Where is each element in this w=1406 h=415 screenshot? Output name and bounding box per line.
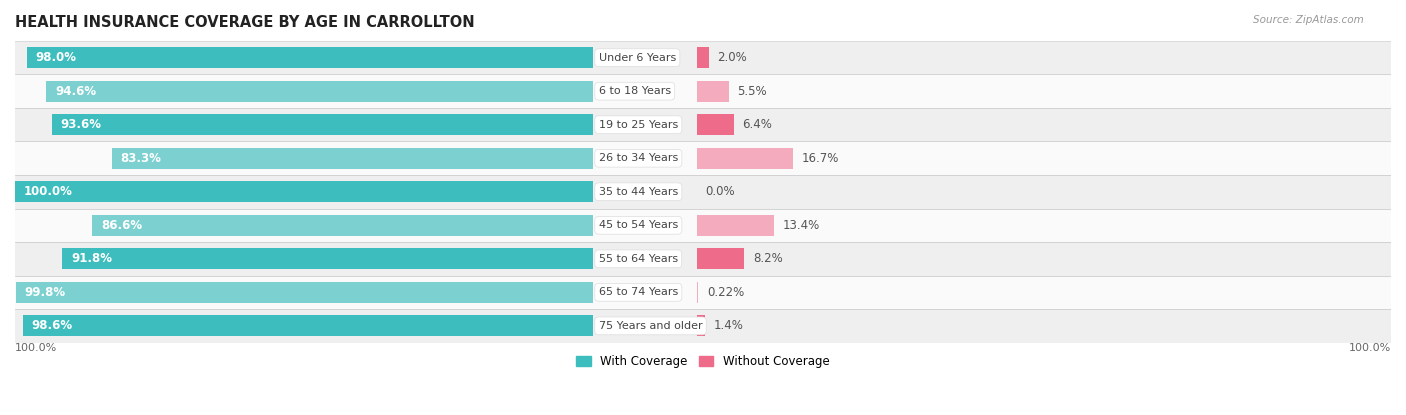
Bar [15,41,1391,74]
Text: 26 to 34 Years: 26 to 34 Years [599,153,678,163]
Text: 83.3%: 83.3% [120,152,162,165]
Text: 100.0%: 100.0% [1348,343,1391,353]
Text: 6 to 18 Years: 6 to 18 Years [599,86,671,96]
Bar [15,181,593,202]
Bar [697,215,775,236]
Bar [697,81,728,102]
Bar [62,249,593,269]
Text: 0.22%: 0.22% [707,286,744,299]
Text: 75 Years and older: 75 Years and older [599,321,703,331]
Text: 100.0%: 100.0% [15,343,58,353]
Bar [15,175,1391,209]
Bar [22,315,593,336]
Text: 1.4%: 1.4% [714,320,744,332]
Text: 98.0%: 98.0% [35,51,76,64]
Bar [15,74,1391,108]
Text: 8.2%: 8.2% [754,252,783,265]
Text: 5.5%: 5.5% [737,85,768,98]
Text: 13.4%: 13.4% [783,219,820,232]
Legend: With Coverage, Without Coverage: With Coverage, Without Coverage [572,351,834,373]
Text: 19 to 25 Years: 19 to 25 Years [599,120,678,130]
Bar [15,209,1391,242]
Bar [15,282,593,303]
Bar [697,148,793,168]
Text: 45 to 54 Years: 45 to 54 Years [599,220,678,230]
Text: 6.4%: 6.4% [742,118,772,131]
Bar [52,114,593,135]
Bar [15,309,1391,343]
Text: 98.6%: 98.6% [32,320,73,332]
Text: 55 to 64 Years: 55 to 64 Years [599,254,678,264]
Text: 94.6%: 94.6% [55,85,96,98]
Bar [697,315,704,336]
Text: 100.0%: 100.0% [24,185,73,198]
Text: Under 6 Years: Under 6 Years [599,53,676,63]
Bar [27,47,593,68]
Bar [697,249,744,269]
Text: 99.8%: 99.8% [25,286,66,299]
Text: Source: ZipAtlas.com: Source: ZipAtlas.com [1253,15,1364,24]
Bar [111,148,593,168]
Bar [46,81,593,102]
Bar [15,242,1391,276]
Bar [697,114,734,135]
Text: 93.6%: 93.6% [60,118,101,131]
Bar [93,215,593,236]
Bar [15,142,1391,175]
Text: 2.0%: 2.0% [717,51,747,64]
Text: 86.6%: 86.6% [101,219,142,232]
Text: 0.0%: 0.0% [706,185,735,198]
Text: HEALTH INSURANCE COVERAGE BY AGE IN CARROLLTON: HEALTH INSURANCE COVERAGE BY AGE IN CARR… [15,15,475,30]
Text: 91.8%: 91.8% [72,252,112,265]
Text: 65 to 74 Years: 65 to 74 Years [599,287,678,298]
Bar [15,276,1391,309]
Bar [697,47,709,68]
Bar [15,108,1391,142]
Text: 35 to 44 Years: 35 to 44 Years [599,187,678,197]
Text: 16.7%: 16.7% [803,152,839,165]
